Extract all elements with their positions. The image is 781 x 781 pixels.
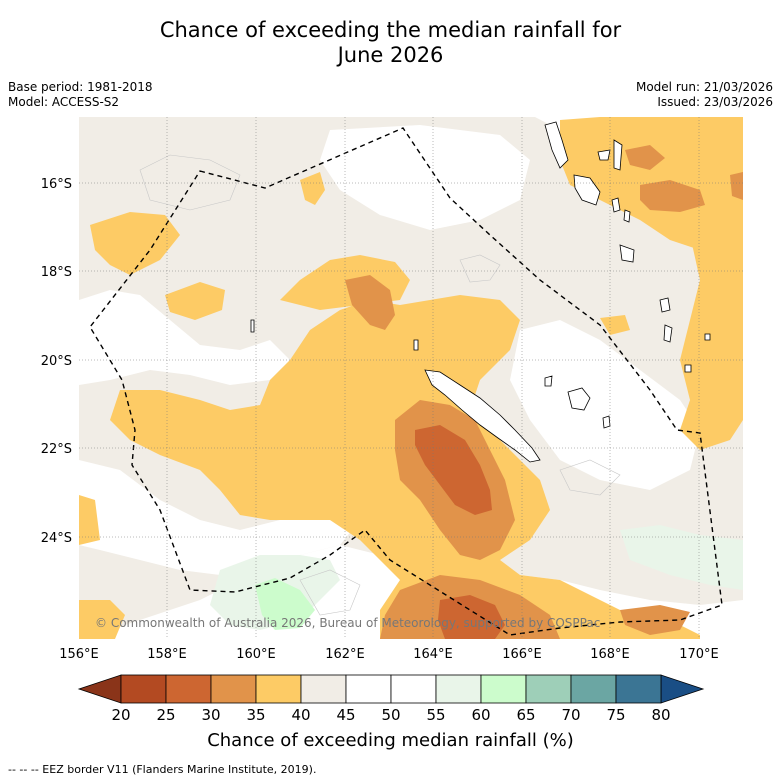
colorbar-cell [210,674,257,704]
lon-axis-labels: 156°E 158°E 160°E 162°E 164°E 166°E 168°… [59,647,719,662]
shade-30-35 [345,145,743,639]
shade-45-55-d [79,460,360,575]
shade-55-60-b [620,525,743,590]
lat-label-16: 16°S [41,177,72,192]
colorbar-tick-label: 65 [516,706,535,724]
colorbar-tick-label: 45 [336,706,355,724]
colorbar: 20 25 30 35 40 45 50 55 60 65 70 75 80 [77,674,705,724]
lon-label-168: 168°E [590,647,630,662]
base-period: Base period: 1981-2018 [8,80,153,94]
colorbar-tick-label: 75 [606,706,625,724]
colorbar-cell [255,674,302,704]
colorbar-tick-label: 35 [246,706,265,724]
coast-small-islets [250,319,419,351]
lat-label-20: 20°S [41,354,72,369]
lat-label-18: 18°S [41,265,72,280]
colorbar-tick-label: 80 [651,706,670,724]
model-name: Model: ACCESS-S2 [8,95,120,109]
colorbar-tick-label: 55 [426,706,445,724]
colorbar-cell [345,674,392,704]
colorbar-tick-label: 60 [471,706,490,724]
colorbar-cell [435,674,482,704]
colorbar-under-arrow [77,674,122,704]
colorbar-tick-label: 40 [291,706,310,724]
colorbar-tick-label: 30 [201,706,220,724]
model-run: Model run: 21/03/2026 [635,80,773,94]
copyright-text: © Commonwealth of Australia 2026, Bureau… [95,616,600,630]
eez-footnote: -- -- -- EEZ border V11 (Flanders Marine… [8,763,317,776]
contour-lines [139,154,621,616]
shade-45-55-c [510,320,700,490]
colorbar-cell [165,674,212,704]
shade-25-30 [415,425,505,639]
lon-label-162: 162°E [325,647,365,662]
lon-label-166: 166°E [502,647,542,662]
lon-label-158: 158°E [147,647,187,662]
lat-label-24: 24°S [41,531,72,546]
colorbar-cell [120,674,167,704]
coast-vanuatu [544,121,711,373]
colorbar-title: Chance of exceeding median rainfall (%) [207,730,574,751]
map-title-line1: Chance of exceeding the median rainfall … [159,18,622,42]
shade-45-55-a [320,125,530,230]
lat-label-22: 22°S [41,442,72,457]
colorbar-cell [525,674,572,704]
colorbar-cell [570,674,617,704]
colorbar-over-arrow [660,674,705,704]
colorbar-tick-label: 70 [561,706,580,724]
meta-right: Model run: 21/03/2026 Issued: 23/03/2026 [636,80,773,110]
lon-label-160: 160°E [236,647,276,662]
colorbar-cell [390,674,437,704]
shade-45-55-b [79,290,290,385]
eez-border [89,127,723,636]
colorbar-tick-label: 25 [156,706,175,724]
colorbar-tick-label: 20 [111,706,130,724]
coast-new-caledonia [424,369,541,463]
lon-label-156: 156°E [59,647,99,662]
lat-axis-labels: 16°S 18°S 20°S 22°S 24°S [41,177,72,546]
shade-35-40 [79,117,743,639]
colorbar-cell [480,674,527,704]
lon-label-170: 170°E [679,647,719,662]
map-title: Chance of exceeding the median rainfall … [0,18,781,68]
map-fields: © Commonwealth of Australia 2026, Bureau… [79,117,743,639]
map-title-line2: June 2026 [337,43,444,67]
colorbar-tick-label: 50 [381,706,400,724]
meta-left: Base period: 1981-2018 Model: ACCESS-S2 [8,80,153,110]
lon-label-164: 164°E [413,647,453,662]
issued-date: Issued: 23/03/2026 [657,95,773,109]
shade-60-65 [255,578,315,630]
colorbar-cell [300,674,347,704]
gridlines [79,117,743,639]
colorbar-cell [615,674,662,704]
